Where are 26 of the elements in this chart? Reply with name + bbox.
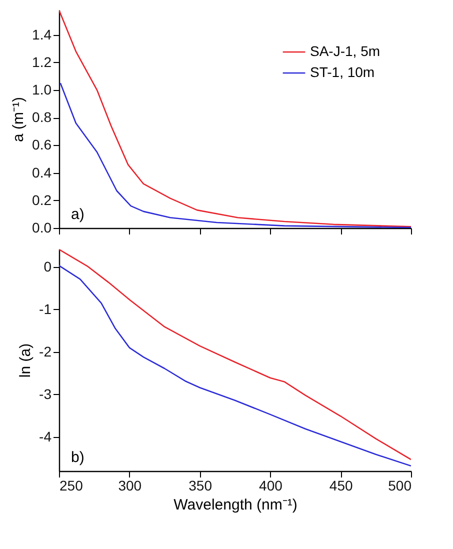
y-tick-label: 0.6	[32, 136, 52, 153]
y-tick-label: 1.0	[32, 82, 52, 98]
y-tick-label: -3	[39, 386, 52, 402]
legend-label: SA-J-1, 5m	[310, 43, 380, 59]
y-tick-label: 0.4	[32, 164, 52, 180]
y-tick-label: 0.0	[32, 220, 52, 236]
y-tick-label: -1	[39, 300, 52, 317]
x-axis-title: Wavelength (nm⁻¹)	[174, 496, 298, 514]
annotation: b)	[71, 449, 84, 466]
y-tick-label: 1.4	[32, 26, 52, 42]
y-axis-title: a (m⁻¹)	[10, 97, 28, 142]
y-tick-label: -2	[39, 343, 52, 360]
y-tick-label: 1.2	[32, 54, 52, 70]
x-tick-label: 450	[329, 478, 353, 494]
legend-label: ST-1, 10m	[310, 64, 375, 80]
x-tick-label: 350	[188, 478, 212, 494]
x-tick-label: 250	[60, 478, 84, 494]
y-axis-title: ln (a)	[17, 343, 34, 378]
x-tick-label: 400	[259, 478, 283, 494]
y-tick-label: 0.8	[32, 109, 52, 126]
x-tick-label: 300	[118, 478, 142, 494]
y-tick-label: -4	[39, 428, 52, 444]
y-tick-label: 0.2	[32, 192, 52, 208]
annotation: a)	[71, 206, 84, 223]
y-tick-label: 0	[44, 258, 52, 274]
x-tick-label: 500	[388, 478, 412, 494]
